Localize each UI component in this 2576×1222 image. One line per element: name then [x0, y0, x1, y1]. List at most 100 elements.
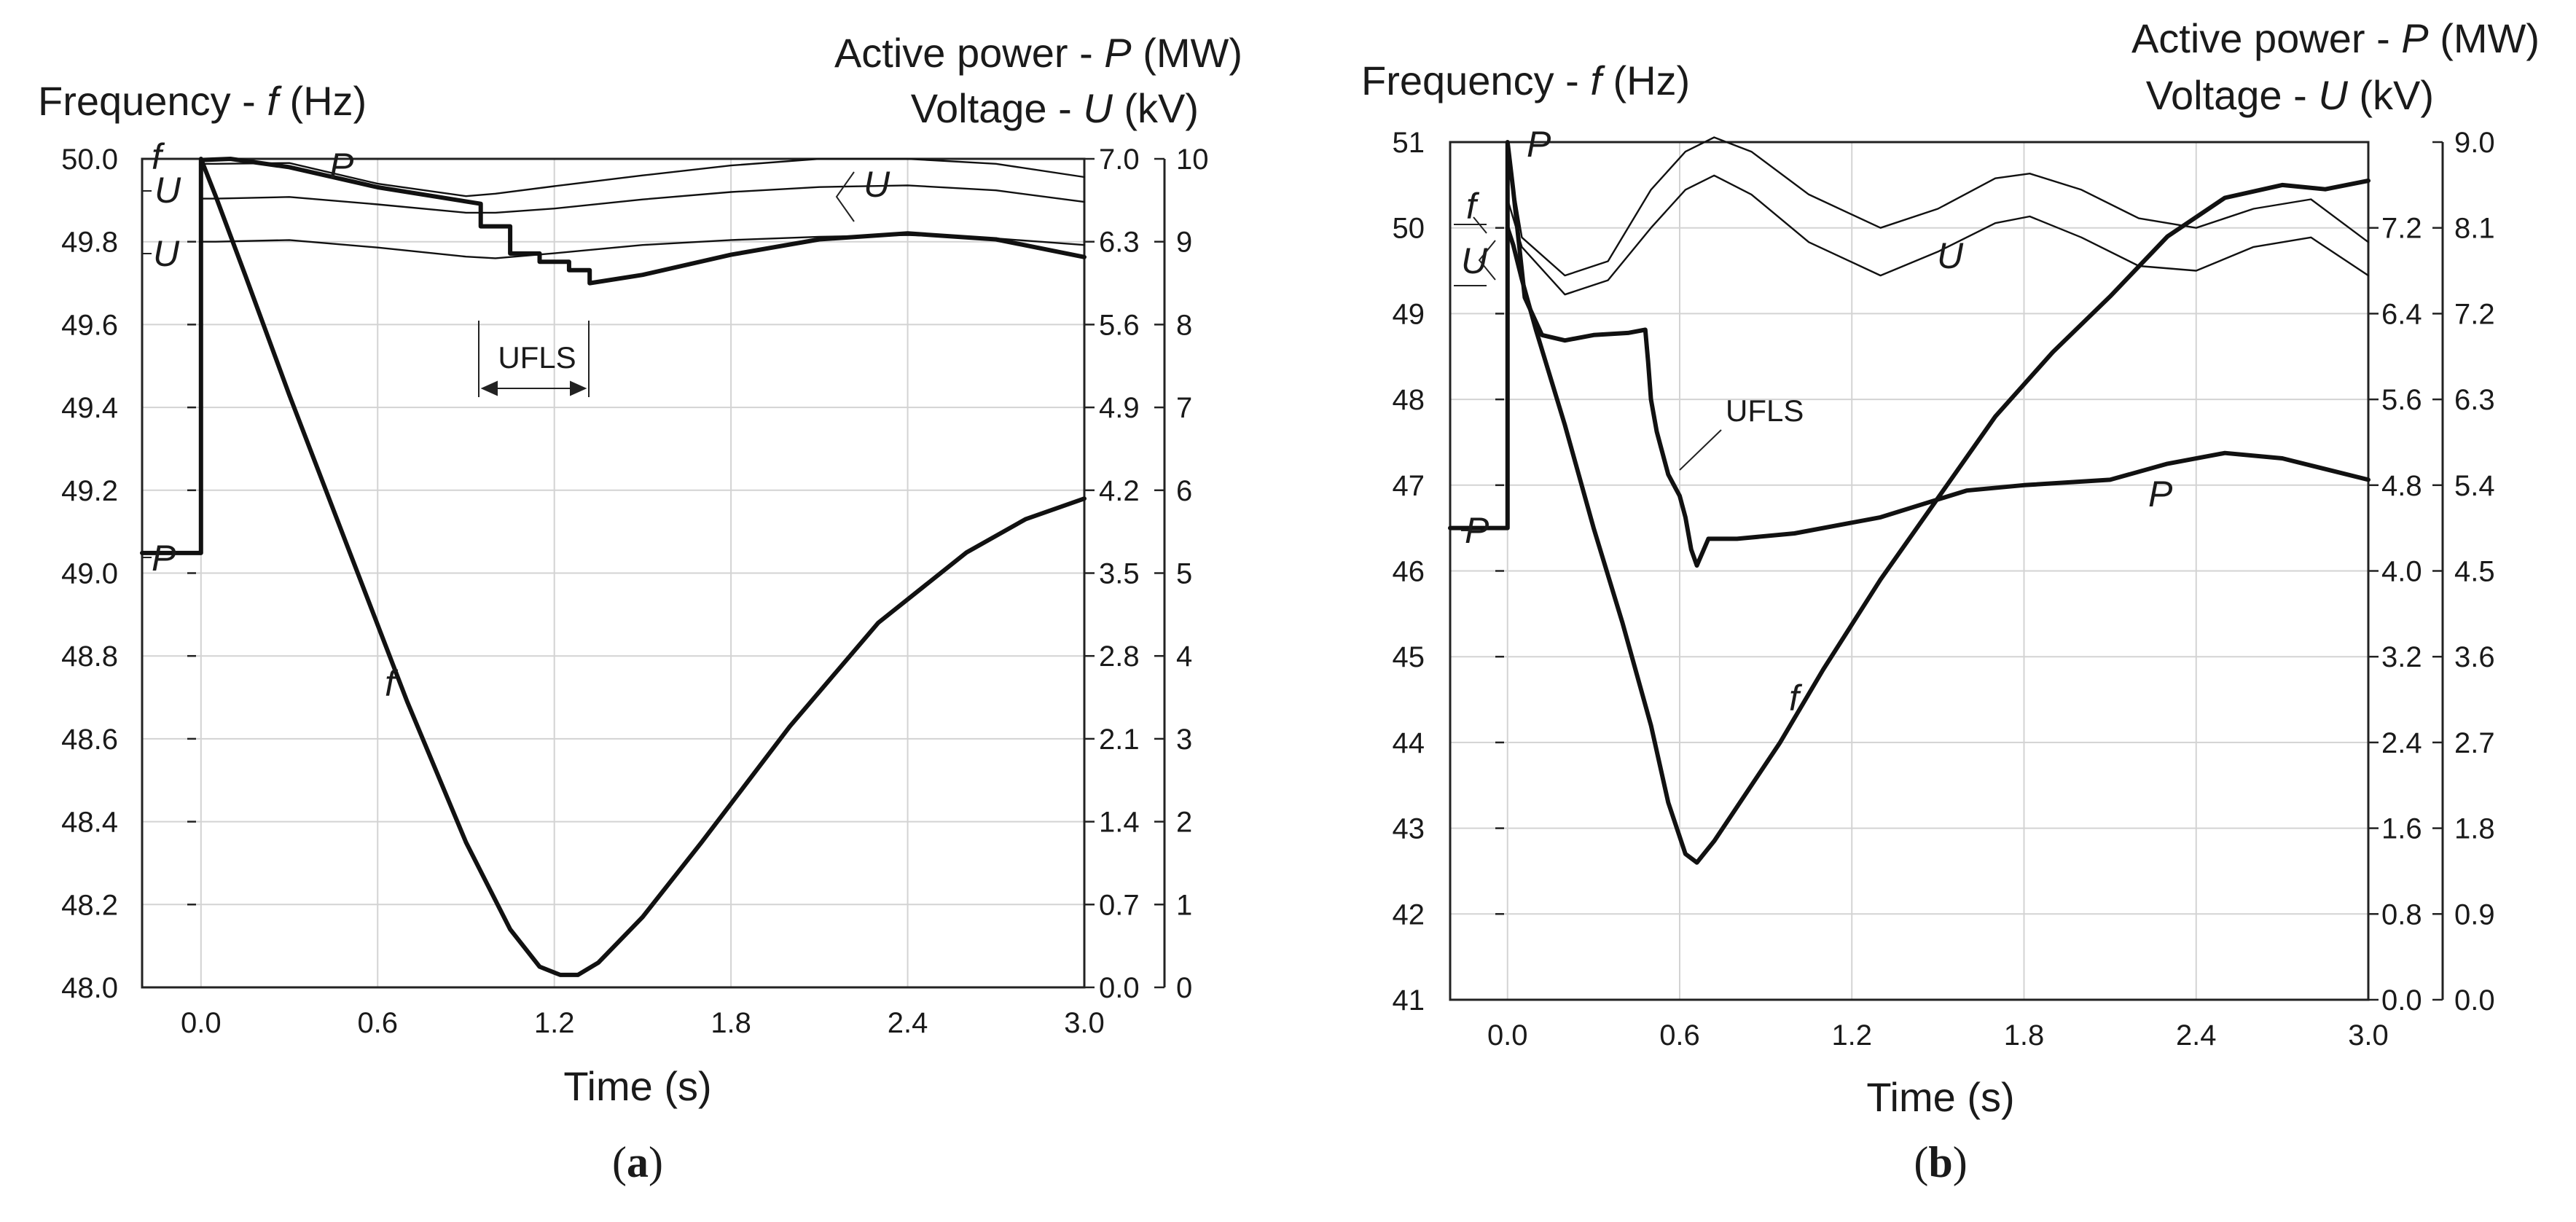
a-x-tick-label: 1.8	[710, 1007, 751, 1039]
b-series-u2	[1506, 174, 2370, 296]
b-f-tick-label: 51	[1393, 127, 1425, 159]
b-time-axis-title: Time (s)	[1866, 1074, 2014, 1120]
b-series-u1	[1506, 136, 2370, 277]
b-x-tick-label: 2.4	[2176, 1019, 2217, 1051]
a-label-u-left-1: U	[154, 170, 181, 211]
b-label-f-curve: f	[1789, 678, 1803, 718]
a-series-u2	[200, 184, 1086, 214]
b-x-tick-label: 3.0	[2348, 1019, 2389, 1051]
b-x-tick-label: 0.0	[1487, 1019, 1528, 1051]
b-f-tick-label: 42	[1393, 898, 1425, 931]
b-ufls-label: UFLS	[1726, 393, 1804, 428]
b-frequency-axis-title: Frequency - f (Hz)	[1361, 58, 1690, 103]
a-time-axis-title: Time (s)	[563, 1063, 711, 1109]
b-p-tick-label: 0.8	[2381, 898, 2422, 931]
a-p-tick-label: 0.0	[1099, 972, 1140, 1004]
a-label-p-left: P	[152, 538, 176, 579]
a-x-ticks: 0.0 0.6 1.2 1.8 2.4 3.0	[181, 1007, 1105, 1039]
b-label-p-curve: P	[2148, 474, 2173, 514]
b-u-tick-label: 3.6	[2454, 641, 2495, 673]
b-p-tick-label: 7.2	[2381, 213, 2422, 245]
b-f-tick-label: 50	[1393, 213, 1425, 245]
b-f-tick-label: 44	[1393, 727, 1425, 759]
b-x-ticks: 0.0 0.6 1.2 1.8 2.4 3.0	[1487, 1019, 2389, 1051]
a-series-u1	[200, 157, 1086, 197]
a-u-tick-label: 7	[1176, 392, 1192, 424]
a-p-tick-label: 7.0	[1099, 144, 1140, 176]
b-p-tick-label: 4.0	[2381, 556, 2422, 588]
b-u-tick-label: 4.5	[2454, 556, 2495, 588]
a-u-tick-label: 8	[1176, 309, 1192, 341]
b-u-bracket-lines	[1454, 224, 1487, 286]
b-p-tick-label: 6.4	[2381, 298, 2422, 330]
a-ufls-arrows	[480, 380, 587, 396]
b-f-tick-label: 41	[1393, 984, 1425, 1017]
a-f-tick-label: 48.2	[61, 889, 118, 921]
b-caption: (b)	[1914, 1138, 1967, 1186]
b-x-tick-label: 0.6	[1659, 1019, 1700, 1051]
a-ufls-bounds	[478, 321, 590, 397]
panel-a: 0.0 0.6 1.2 1.8 2.4 3.0 50.049.849.649.449.24…	[38, 30, 1242, 1186]
b-u-tick-label: 9.0	[2454, 127, 2495, 159]
a-p-tick-label: 3.5	[1099, 558, 1140, 590]
a-u-bracket	[835, 171, 855, 222]
b-p-tick-label: 4.8	[2381, 470, 2422, 502]
b-f-tick-label: 49	[1393, 298, 1425, 330]
b-u-tick-label: 8.1	[2454, 213, 2495, 245]
b-series-f	[1505, 179, 2371, 865]
a-series	[140, 157, 1087, 977]
a-u-tick-label: 10	[1176, 144, 1209, 176]
b-x-tick-label: 1.8	[2004, 1019, 2045, 1051]
a-f-tick-label: 49.0	[61, 558, 118, 590]
a-power-axis: 7.0 6.3 5.6 4.9 4.2 3.5 2.8 2.1 1.4 0.7 0.0	[1084, 144, 1140, 1004]
a-p-tick-label: 5.6	[1099, 309, 1140, 341]
a-y-ticks: 50.0 49.8 49.6 49.4 49.2 49.0 48.8 48.6 48.4 48.2…	[61, 144, 196, 1004]
a-label-u-curve: U	[864, 164, 890, 205]
a-x-tick-label: 3.0	[1064, 1007, 1105, 1039]
a-u-tick-label: 2	[1176, 807, 1192, 839]
a-u-tick-label: 3	[1176, 724, 1192, 756]
b-u-bracket	[1478, 240, 1496, 281]
b-series-p	[1448, 140, 2371, 568]
a-f-tick-label: 48.0	[61, 972, 118, 1004]
b-u-tick-label: 5.4	[2454, 470, 2495, 502]
b-u-tick-label: 0.0	[2454, 984, 2495, 1017]
b-f-tick-label: 45	[1393, 641, 1425, 673]
a-x-tick-label: 0.0	[181, 1007, 222, 1039]
a-f-tick-label: 48.8	[61, 641, 118, 673]
a-f-tick-label: 49.8	[61, 227, 118, 259]
a-u-tick-label: 4	[1176, 641, 1192, 673]
a-f-tick-label: 49.4	[61, 392, 118, 424]
b-ufls-leader	[1679, 429, 1722, 471]
a-f-tick-label: 49.2	[61, 475, 118, 507]
a-p-tick-label: 4.2	[1099, 475, 1140, 507]
a-label-u-left-2: U	[153, 233, 180, 274]
a-label-p-top: P	[329, 146, 354, 187]
a-p-tick-label: 2.1	[1099, 724, 1140, 756]
a-ufls-label: UFLS	[498, 340, 576, 375]
b-annotation-lines	[1454, 216, 1722, 531]
b-p-tick-label: 1.6	[2381, 813, 2422, 845]
b-series	[1448, 136, 2371, 865]
b-y-ticks: 51 50 49 48 47 46 45 44 43 42 41	[1393, 127, 1504, 1017]
a-p-tick-label: 4.9	[1099, 392, 1140, 424]
a-series-p	[140, 157, 1087, 555]
a-u-tick-label: 0	[1176, 972, 1192, 1004]
a-annotation-lines	[143, 158, 855, 558]
a-caption: (a)	[612, 1138, 663, 1186]
b-p-tick-label: 5.6	[2381, 384, 2422, 416]
a-f-tick-label: 48.6	[61, 724, 118, 756]
a-series-u3	[200, 234, 1086, 259]
b-u-tick-label: 0.9	[2454, 898, 2495, 931]
b-p-tick-label: 2.4	[2381, 727, 2422, 759]
a-p-tick-label: 0.7	[1099, 889, 1140, 921]
a-series-f	[198, 157, 1087, 977]
b-f-tick-label: 48	[1393, 384, 1425, 416]
b-voltage-axis: 9.0 8.1 7.2 6.3 5.4 4.5 3.6 2.7 1.8 0.9 0.0	[2432, 127, 2495, 1017]
b-u-tick-label: 7.2	[2454, 298, 2495, 330]
b-u-tick-label: 1.8	[2454, 813, 2495, 845]
a-frequency-axis-title: Frequency - f (Hz)	[38, 78, 367, 124]
b-label-f-left: f	[1466, 186, 1480, 227]
a-u-tick-label: 1	[1176, 889, 1192, 921]
